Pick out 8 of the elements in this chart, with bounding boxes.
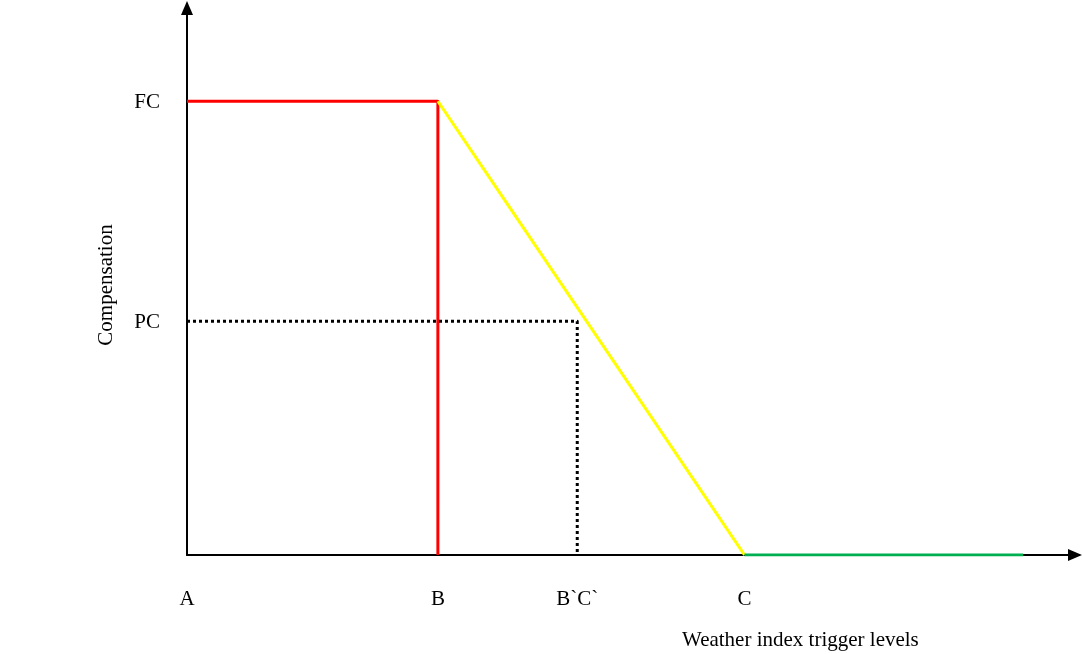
- x-tick-label: A: [179, 585, 196, 610]
- y-axis-title: Compensation: [92, 223, 117, 346]
- x-axis-title: Weather index trigger levels: [682, 626, 919, 651]
- x-tick-label: C: [737, 585, 752, 610]
- text: FC: [134, 89, 160, 114]
- text: PC: [134, 309, 160, 334]
- x-tick-label: B: [430, 585, 445, 610]
- x-tick-label: B`C`: [556, 585, 599, 610]
